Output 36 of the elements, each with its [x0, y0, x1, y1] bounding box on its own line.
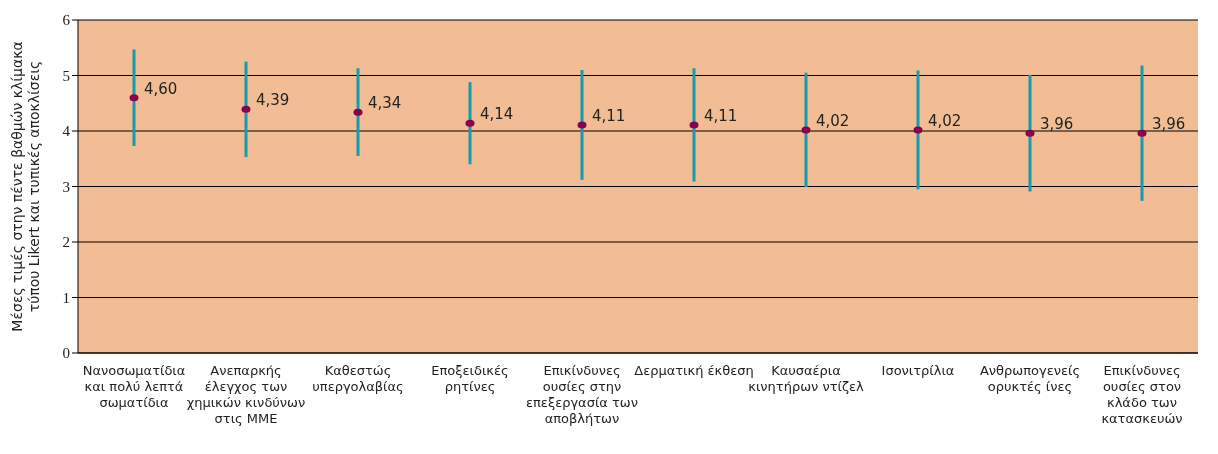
- point: [1025, 129, 1035, 137]
- data-label: 4,11: [592, 106, 626, 125]
- point: [577, 121, 587, 129]
- y-tick-label: 3: [62, 178, 70, 195]
- data-label: 3,96: [1152, 115, 1186, 134]
- x-tick-label: Νανοσωματίδια και πολύ λεπτά σωματίδια: [82, 363, 186, 410]
- y-tick-label: 6: [62, 12, 71, 29]
- data-label: 4,60: [144, 79, 178, 98]
- point: [129, 94, 139, 102]
- y-tick-label: 4: [62, 123, 71, 140]
- point: [1137, 129, 1147, 137]
- data-label: 4,11: [704, 106, 738, 125]
- y-tick-label: 5: [62, 67, 70, 84]
- x-tick-label: Εποξειδικές ρητίνες: [431, 363, 509, 394]
- x-tick-label: Ισονιτρίλια: [881, 363, 955, 378]
- x-tick-label: Καθεστώς υπεργολαβίας: [312, 363, 404, 394]
- data-label: 4,39: [256, 91, 290, 110]
- data-label: 4,02: [928, 111, 962, 130]
- point: [353, 108, 363, 116]
- x-tick-label: Ανθρωπογενείς ορυκτές ίνες: [979, 363, 1081, 394]
- data-label: 4,14: [480, 105, 514, 124]
- point: [689, 121, 699, 129]
- x-tick-label: Επικίνδυνες ουσίες στον κλάδο των κατασκευών: [1101, 363, 1183, 426]
- point: [801, 126, 811, 134]
- y-tick-label: 2: [62, 234, 70, 251]
- y-tick-label: 1: [62, 289, 70, 306]
- y-tick-label: 0: [62, 345, 70, 362]
- point: [241, 105, 251, 113]
- point: [465, 119, 475, 127]
- data-label: 3,96: [1040, 115, 1074, 134]
- data-label: 4,34: [368, 94, 402, 113]
- y-axis-title: Μέσες τιμές στην πέντε βαθμών κλίμακα τύπου Likert και τυπικές αποκλίσεις: [9, 41, 42, 332]
- x-tick-label: Ανεπαρκής έλεγχος των χημικών κινδύνων στις ΜΜΕ: [186, 363, 306, 426]
- data-label: 4,02: [816, 111, 850, 130]
- x-tick-label: Δερματική έκθεση: [634, 363, 754, 378]
- point: [913, 126, 923, 134]
